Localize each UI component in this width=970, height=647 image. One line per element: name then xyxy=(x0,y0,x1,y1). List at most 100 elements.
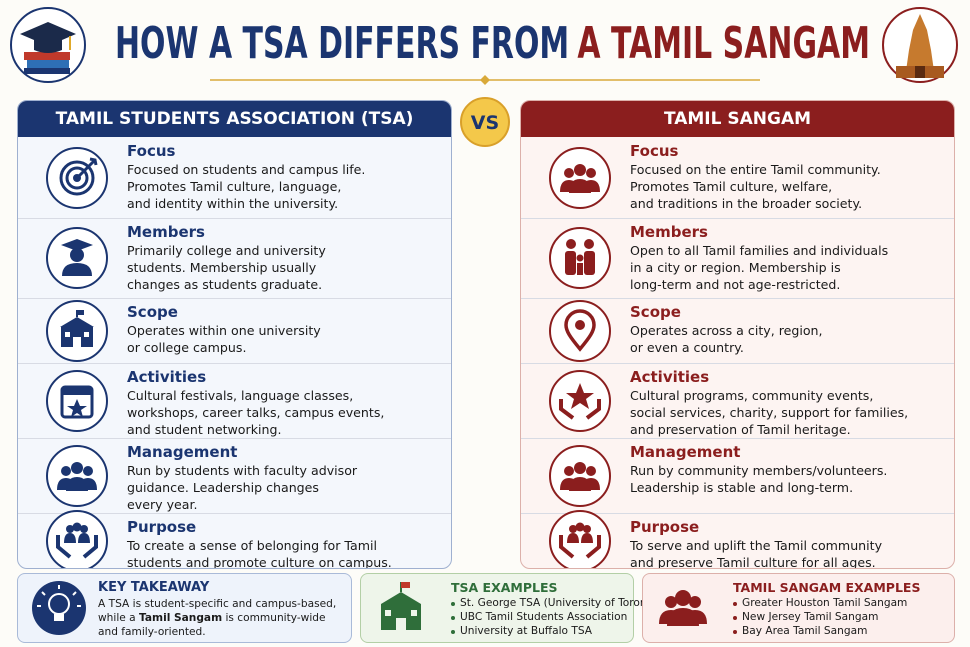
row: Focus Focused on the entire Tamil communi… xyxy=(521,137,954,219)
row-icon xyxy=(46,299,108,362)
bullet xyxy=(733,602,737,606)
takeaway-box: KEY TAKEAWAY A TSA is student-specific a… xyxy=(17,573,352,643)
bullet xyxy=(733,616,737,620)
row: Activities Cultural festivals, language c… xyxy=(18,363,451,439)
row-text: Open to all Tamil families and individua… xyxy=(630,243,889,258)
row-text: Cultural programs, community events, xyxy=(630,388,874,403)
row-text: and traditions in the broader society. xyxy=(630,196,863,211)
row-icon xyxy=(549,509,611,568)
takeaway-line: A TSA is student-specific and campus-bas… xyxy=(98,598,337,610)
text: while a xyxy=(98,612,140,624)
example-item: Greater Houston Tamil Sangam xyxy=(742,597,908,609)
row-title: Management xyxy=(127,443,238,461)
row-text: or college campus. xyxy=(127,340,247,355)
sangam-heading: TAMIL SANGAM xyxy=(521,101,954,137)
row: Scope Operates across a city, region, or e… xyxy=(521,298,954,364)
row-title: Management xyxy=(630,443,741,461)
row-text: and identity within the university. xyxy=(127,196,339,211)
row-text: changes as students graduate. xyxy=(127,277,323,292)
book xyxy=(24,68,70,74)
row-text: workshops, career talks, campus events, xyxy=(127,405,385,420)
vs-circle xyxy=(460,97,510,147)
row-text: Operates within one university xyxy=(127,323,321,338)
row-title: Members xyxy=(127,223,205,241)
row-title: Purpose xyxy=(630,518,700,536)
row-title: Scope xyxy=(127,303,178,321)
row-text: and preservation of Tamil heritage. xyxy=(630,422,851,437)
sangam-examples-box: TAMIL SANGAM EXAMPLES Greater Houston Ta… xyxy=(642,573,955,643)
cap xyxy=(34,40,62,53)
book xyxy=(27,60,69,68)
example-item: St. George TSA (University of Toronto) xyxy=(460,597,662,609)
row-icon xyxy=(46,444,108,507)
row: Members Open to all Tamil families and in… xyxy=(521,218,954,299)
book xyxy=(24,52,70,60)
row-text: social services, charity, support for fa… xyxy=(630,405,909,420)
takeaway-title: KEY TAKEAWAY xyxy=(98,580,210,595)
tsa-heading: TAMIL STUDENTS ASSOCIATION (TSA) xyxy=(18,101,451,137)
row-text: Promotes Tamil culture, language, xyxy=(127,179,342,194)
row-icon xyxy=(549,444,611,507)
example-item: UBC Tamil Students Association xyxy=(460,611,628,623)
bullet xyxy=(451,602,455,606)
row-text: and preserve Tamil culture for all ages. xyxy=(630,555,876,569)
row-title: Activities xyxy=(630,368,710,386)
row-text: To create a sense of belonging for Tamil xyxy=(127,538,378,553)
row-text: every year. xyxy=(127,497,198,512)
row: Scope Operates within one university or co… xyxy=(18,298,451,364)
takeaway-line: and family-oriented. xyxy=(98,626,206,638)
row-icon xyxy=(46,146,108,209)
header: HOW A TSA DIFFERS FROMA TAMIL SANGAM xyxy=(10,7,958,85)
row-text: in a city or region. Membership is xyxy=(630,260,841,275)
bullet xyxy=(451,630,455,634)
row: Focus Focused on students and campus life… xyxy=(18,137,451,219)
row-icon xyxy=(46,369,108,432)
row-title: Focus xyxy=(127,142,176,160)
row-text: Run by students with faculty advisor xyxy=(127,463,358,478)
row-text: guidance. Leadership changes xyxy=(127,480,319,495)
row-title: Scope xyxy=(630,303,681,321)
example-item: University at Buffalo TSA xyxy=(460,625,593,637)
row-icon xyxy=(46,227,108,289)
temple-door xyxy=(915,66,925,78)
row-title: Focus xyxy=(630,142,679,160)
tsa-examples-box: TSA EXAMPLES St. George TSA (University … xyxy=(360,573,661,643)
row-text: students and promote culture on campus. xyxy=(127,555,392,569)
row-icon xyxy=(549,227,611,289)
tsa-panel: TAMIL STUDENTS ASSOCIATION (TSA) Focus Fo… xyxy=(17,100,452,569)
row-title: Activities xyxy=(127,368,207,386)
row-icon xyxy=(549,299,611,362)
vs-text: VS xyxy=(471,112,499,134)
temple xyxy=(905,14,935,78)
tsa-examples-title: TSA EXAMPLES xyxy=(451,580,558,595)
text: is community-wide xyxy=(222,612,326,624)
row: Management Run by community members/volun… xyxy=(521,438,954,514)
row: Members Primarily college and university s… xyxy=(18,218,451,299)
row-text: Operates across a city, region, xyxy=(630,323,823,338)
title-part: A TAMIL SANGAM xyxy=(577,18,870,69)
bullet xyxy=(451,616,455,620)
row-icon xyxy=(549,369,611,432)
vs-badge: VS xyxy=(460,97,510,147)
takeaway-line: while a Tamil Sangam is community-wide xyxy=(98,612,326,624)
divider-gem xyxy=(480,75,490,85)
row-text: To serve and uplift the Tamil community xyxy=(630,538,883,553)
row-text: or even a country. xyxy=(630,340,744,355)
row-text: Run by community members/volunteers. xyxy=(630,463,888,478)
row-text: Leadership is stable and long-term. xyxy=(630,480,854,495)
row-text: and student networking. xyxy=(127,422,282,437)
row-text: long-term and not age-restricted. xyxy=(630,277,841,292)
row: Purpose To create a sense of belonging fo… xyxy=(18,509,451,569)
row-text: Cultural festivals, language classes, xyxy=(127,388,354,403)
row: Purpose To serve and uplift the Tamil com… xyxy=(521,509,954,569)
row-text: Primarily college and university xyxy=(127,243,326,258)
bullet xyxy=(733,630,737,634)
title: HOW A TSA DIFFERS FROMA TAMIL SANGAM xyxy=(115,18,870,69)
title-part: HOW A TSA DIFFERS FROM xyxy=(115,18,569,69)
row-text: Focused on the entire Tamil community. xyxy=(630,162,881,177)
row: Activities Cultural programs, community e… xyxy=(521,363,954,439)
people-icon xyxy=(659,590,707,626)
row-title: Purpose xyxy=(127,518,197,536)
school-icon xyxy=(381,582,421,630)
